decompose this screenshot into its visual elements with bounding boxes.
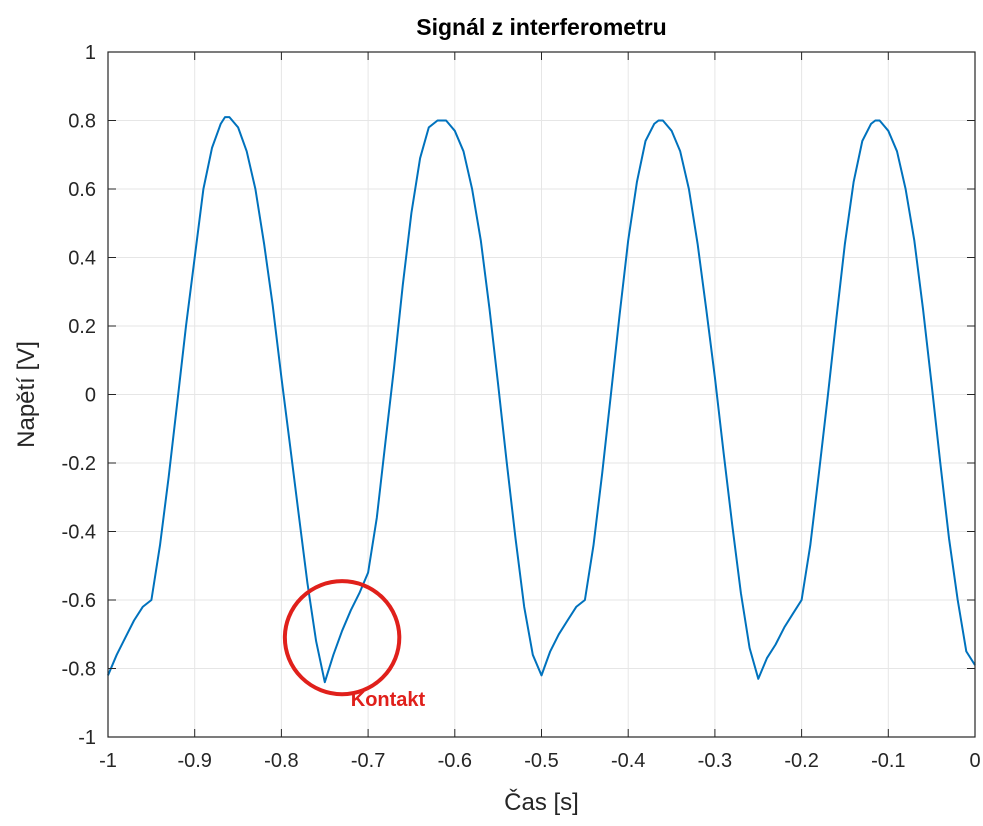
- y-tick-label: -0.6: [62, 590, 96, 612]
- y-tick-label: 0.4: [68, 248, 96, 270]
- y-axis-label: Napětí [V]: [13, 341, 40, 448]
- x-tick-label: -0.7: [351, 750, 385, 772]
- x-tick-label: 0: [969, 750, 980, 772]
- y-tick-label: -0.2: [62, 453, 96, 475]
- annotation-label: Kontakt: [351, 689, 426, 711]
- y-tick-label: 1: [85, 42, 96, 64]
- y-tick-label: -0.8: [62, 659, 96, 681]
- x-tick-label: -1: [99, 750, 117, 772]
- y-tick-label: 0.8: [68, 111, 96, 133]
- y-tick-label: -1: [78, 727, 96, 749]
- x-tick-label: -0.8: [264, 750, 298, 772]
- y-tick-label: 0: [85, 385, 96, 407]
- x-tick-label: -0.1: [871, 750, 905, 772]
- annotations: Kontakt: [282, 579, 426, 711]
- x-tick-label: -0.6: [438, 750, 472, 772]
- y-tick-label: 0.2: [68, 316, 96, 338]
- y-tick-label: 0.6: [68, 179, 96, 201]
- y-tick-label: -0.4: [62, 522, 96, 544]
- x-tick-label: -0.3: [698, 750, 732, 772]
- series-line: [107, 116, 976, 684]
- x-tick-label: -0.4: [611, 750, 645, 772]
- x-tick-label: -0.5: [524, 750, 558, 772]
- data-series-layer: [107, 116, 976, 684]
- x-axis-label: Čas [s]: [504, 788, 579, 816]
- x-tick-label: -0.9: [177, 750, 211, 772]
- contact-circle-annotation: [282, 579, 402, 697]
- x-tick-label: -0.2: [784, 750, 818, 772]
- chart-title: Signál z interferometru: [416, 14, 666, 40]
- ticks: -1 -0.9 -0.8 -0.7 -0.6 -0.5 -0.4 -0.3 -0.2 -0.1 0 -…: [62, 42, 981, 772]
